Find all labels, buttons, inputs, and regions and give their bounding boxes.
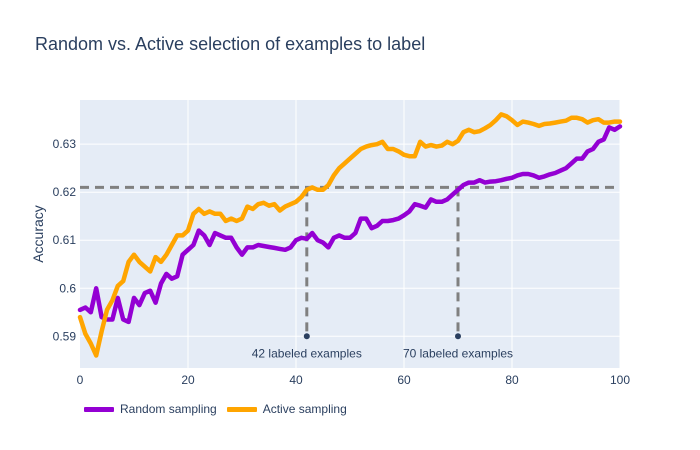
x-tick-label: 100 <box>610 373 630 387</box>
x-tick-label: 80 <box>505 373 519 387</box>
y-tick-label: 0.61 <box>53 233 77 247</box>
gridlines <box>80 100 621 368</box>
chart-title: Random vs. Active selection of examples … <box>35 34 426 54</box>
legend-item-active[interactable]: Active sampling <box>226 402 347 416</box>
y-tick-label: 0.59 <box>53 329 77 343</box>
legend-label-random: Random sampling <box>120 402 217 416</box>
y-axis-ticks: 0.59 0.6 0.61 0.62 0.63 <box>53 137 77 343</box>
legend-label-active: Active sampling <box>262 402 347 416</box>
x-tick-label: 40 <box>289 373 303 387</box>
reference-lines <box>80 185 620 337</box>
y-tick-label: 0.63 <box>53 137 77 151</box>
annotation-markers: 42 labeled examples 70 labeled examples <box>252 333 513 360</box>
series-line-random <box>77 124 623 325</box>
y-tick-label: 0.6 <box>59 281 76 295</box>
legend-item-random[interactable]: Random sampling <box>84 402 217 416</box>
x-axis-ticks: 0 20 40 60 80 100 <box>77 373 631 387</box>
legend-swatch-active <box>226 406 257 412</box>
series-line-active <box>77 112 623 358</box>
legend-swatch-random <box>84 406 114 412</box>
y-axis-title: Accuracy <box>30 205 46 263</box>
annotation-marker <box>303 333 310 340</box>
legend: Random sampling Active sampling <box>84 402 357 416</box>
annotation-label: 70 labeled examples <box>403 346 513 360</box>
x-tick-label: 0 <box>77 373 84 387</box>
x-tick-label: 20 <box>181 373 195 387</box>
x-tick-label: 60 <box>397 373 411 387</box>
plot-area <box>80 100 620 368</box>
y-tick-label: 0.62 <box>53 185 77 199</box>
annotation-marker <box>455 333 461 340</box>
annotation-label: 42 labeled examples <box>252 346 362 360</box>
